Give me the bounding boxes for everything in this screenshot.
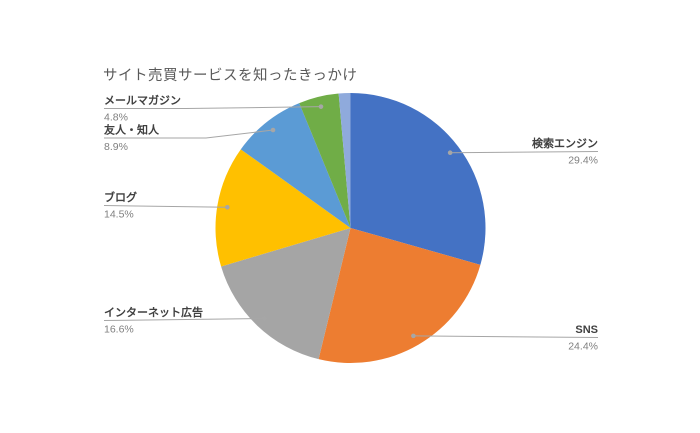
callout-dot-2 (262, 316, 267, 321)
callout-dot-5 (318, 104, 324, 109)
callout-dot-3 (225, 205, 230, 210)
pie-slice-1 (318, 228, 481, 363)
slice-label-3: ブログ (104, 190, 137, 204)
slice-label-0: 検索エンジン (532, 136, 598, 150)
slice-label-5: メールマガジン (104, 93, 181, 107)
callout-line-4 (104, 129, 274, 139)
callout-line-3 (103, 205, 228, 208)
callout-line-2 (103, 317, 265, 321)
pie-slice-3 (215, 149, 351, 267)
callout-dot-1 (411, 333, 416, 339)
pie-slice-4 (240, 103, 351, 228)
pie-slice-5 (299, 93, 351, 228)
pie-slice-0 (350, 93, 486, 265)
slice-percent-2: 16.6% (104, 324, 134, 336)
slice-label-4: 友人・知人 (104, 123, 160, 137)
callout-dot-0 (447, 150, 453, 156)
slice-percent-5: 4.8% (104, 112, 128, 124)
callout-line-5 (104, 106, 321, 109)
callout-dot-4 (270, 127, 276, 133)
slice-percent-3: 14.5% (104, 209, 134, 221)
pie-slice-2 (221, 228, 351, 360)
slice-label-1: SNS (575, 324, 598, 336)
callout-line-1 (413, 335, 599, 338)
chart-title: サイト売買サービスを知ったきっかけ (103, 68, 358, 84)
slice-percent-1: 24.4% (568, 341, 598, 353)
callout-line-0 (450, 151, 599, 154)
slice-percent-0: 29.4% (568, 155, 598, 167)
pie-slice-6 (338, 93, 351, 228)
slice-percent-4: 8.9% (104, 141, 128, 153)
slice-label-2: インターネット広告 (104, 305, 203, 319)
